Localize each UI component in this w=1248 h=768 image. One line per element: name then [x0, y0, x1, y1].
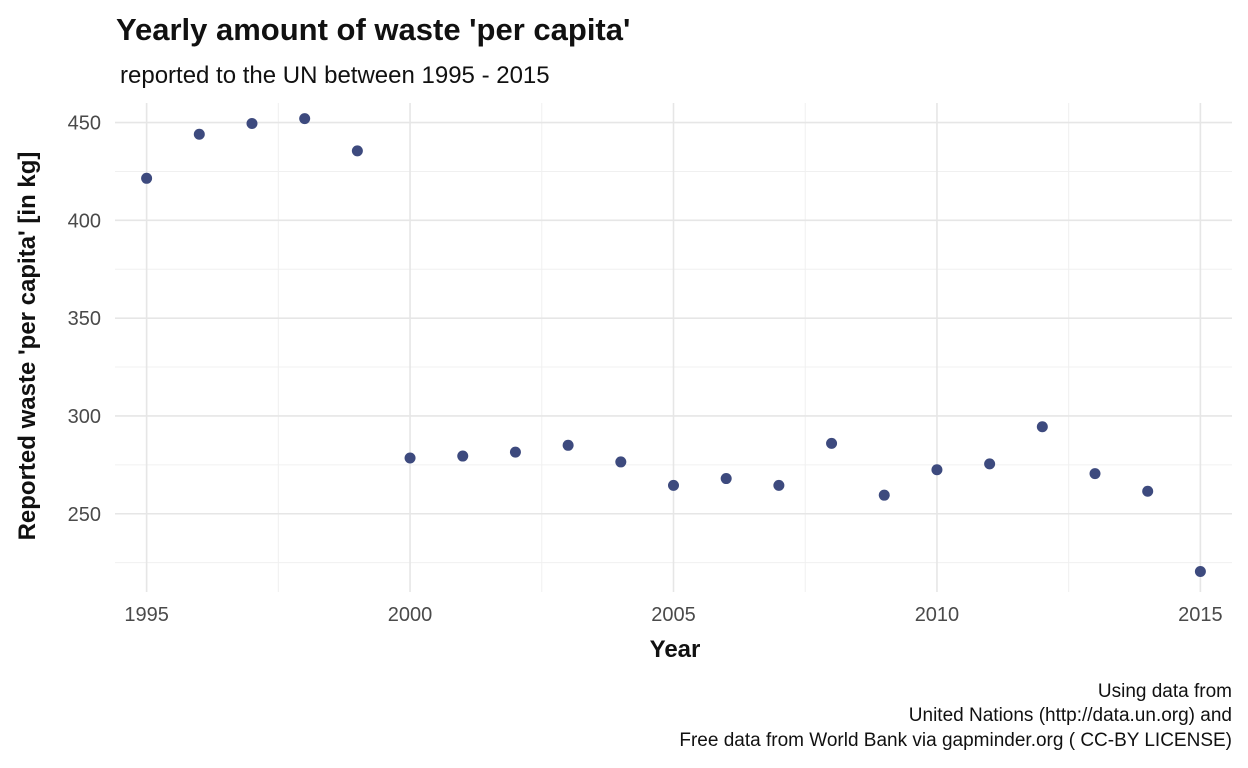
data-point	[1194, 565, 1206, 577]
x-tick-label: 2005	[651, 604, 696, 626]
data-point	[720, 473, 732, 485]
y-tick-label: 350	[68, 308, 101, 330]
data-point	[826, 437, 838, 449]
data-point	[1142, 485, 1154, 497]
data-point	[615, 456, 627, 468]
chart-title: Yearly amount of waste 'per capita'	[116, 12, 630, 47]
x-tick-label: 2015	[1178, 604, 1223, 626]
x-tick-label: 1995	[124, 604, 169, 626]
data-point	[193, 128, 205, 140]
data-point	[246, 118, 258, 130]
caption-line-1: Using data from	[1098, 681, 1232, 702]
data-point	[509, 446, 521, 458]
chart-subtitle: reported to the UN between 1995 - 2015	[120, 62, 550, 89]
data-point	[773, 479, 785, 491]
x-axis-title: Year	[650, 636, 701, 663]
data-points	[141, 113, 1206, 577]
x-axis-ticks: 1995 2000 2005 2010 2015	[124, 604, 1222, 626]
y-tick-label: 400	[68, 210, 101, 232]
caption-line-2: United Nations (http://data.un.org) and	[909, 705, 1232, 726]
data-point	[931, 464, 943, 476]
y-axis-title: Reported waste 'per capita' [in kg]	[14, 152, 41, 541]
data-point	[351, 145, 363, 157]
x-tick-label: 2000	[388, 604, 433, 626]
y-tick-label: 450	[68, 113, 101, 135]
data-point	[984, 458, 996, 470]
caption-line-3: Free data from World Bank via gapminder.…	[679, 730, 1232, 751]
data-point	[141, 172, 153, 184]
data-point	[668, 479, 679, 491]
data-point	[878, 489, 890, 501]
data-point	[1089, 468, 1101, 480]
data-point	[562, 439, 574, 451]
grid	[115, 103, 1232, 592]
y-tick-label: 300	[68, 406, 101, 428]
data-point	[404, 452, 416, 464]
data-point	[457, 450, 469, 462]
y-tick-label: 250	[68, 504, 101, 526]
x-tick-label: 2010	[915, 604, 960, 626]
data-point	[1036, 421, 1048, 433]
data-point	[299, 113, 311, 125]
y-axis-ticks: 250 300 350 400 450	[68, 113, 101, 526]
